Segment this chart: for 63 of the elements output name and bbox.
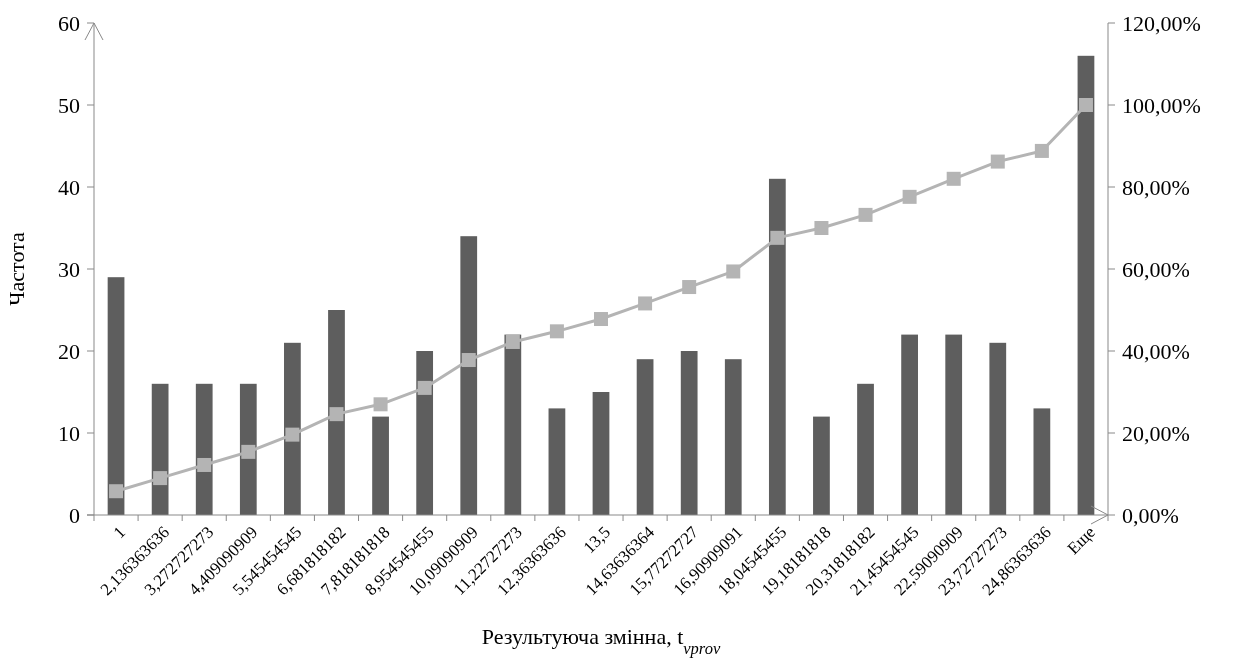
bar (768, 178, 786, 515)
point (858, 207, 873, 222)
bar (372, 416, 389, 515)
y-tick-label: 40 (58, 174, 80, 200)
point (1034, 143, 1049, 158)
point (638, 296, 653, 311)
point (109, 484, 124, 499)
point (417, 380, 432, 395)
bar (416, 351, 434, 515)
y2-tick-label: 60,00% (1122, 256, 1190, 282)
bar (1077, 55, 1095, 515)
bar (989, 342, 1007, 515)
y2-tick-label: 80,00% (1122, 174, 1190, 200)
bar (151, 383, 169, 515)
y-tick-label: 10 (58, 420, 80, 446)
point (329, 407, 344, 422)
bar (504, 334, 522, 515)
y2-tick-label: 40,00% (1122, 338, 1190, 364)
bar (901, 334, 918, 515)
point (990, 154, 1005, 169)
bar (636, 359, 654, 515)
point (285, 427, 300, 442)
y2-tick-label: 120,00% (1122, 10, 1201, 36)
point (373, 397, 388, 412)
point (946, 171, 961, 186)
bar (724, 359, 742, 515)
point (770, 230, 785, 245)
x-tick-label: Еще (1063, 522, 1099, 558)
bar (680, 351, 698, 515)
y2-tick-label: 0,00% (1122, 502, 1179, 528)
bar (195, 383, 213, 515)
point (1078, 98, 1093, 112)
point (594, 312, 608, 327)
x-axis-title: Результуюча змінна, t$_{vprov}$ (481, 624, 721, 658)
y-tick-label: 60 (58, 10, 80, 36)
bar (1033, 408, 1051, 515)
point (814, 221, 829, 235)
y-tick-label: 30 (58, 256, 80, 282)
bar (460, 236, 478, 515)
bar (548, 408, 566, 515)
point (153, 471, 168, 486)
bar (592, 392, 610, 515)
y2-tick-label: 100,00% (1122, 92, 1201, 118)
y2-tick-label: 20,00% (1122, 420, 1190, 446)
point (902, 189, 917, 204)
point (505, 334, 520, 349)
bar (107, 277, 125, 515)
y-tick-label: 0 (69, 502, 80, 528)
point (461, 353, 476, 368)
bar (284, 342, 301, 515)
y-axis-title: Частота (4, 232, 29, 306)
point (726, 264, 741, 279)
bar (813, 416, 830, 515)
point (197, 457, 212, 472)
bar (328, 310, 345, 515)
y-tick-label: 20 (58, 338, 80, 364)
point (241, 444, 256, 459)
y-tick-label: 50 (58, 92, 80, 118)
bar (945, 334, 963, 515)
bar (239, 383, 257, 515)
bar (857, 383, 874, 515)
point (682, 280, 697, 295)
point (549, 324, 564, 339)
